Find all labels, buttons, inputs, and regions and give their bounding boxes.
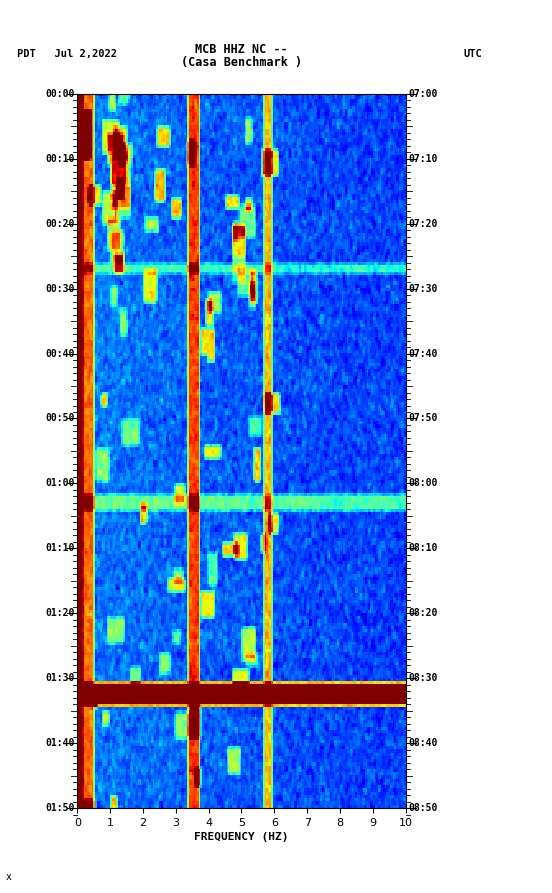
Text: 08:00: 08:00 — [408, 479, 438, 488]
Text: 01:30: 01:30 — [45, 673, 75, 683]
Text: 00:50: 00:50 — [45, 413, 75, 423]
Text: PDT   Jul 2,2022: PDT Jul 2,2022 — [17, 48, 116, 59]
Text: UTC: UTC — [464, 48, 482, 59]
Text: 00:00: 00:00 — [45, 88, 75, 99]
Text: 07:10: 07:10 — [408, 154, 438, 163]
Text: 08:40: 08:40 — [408, 739, 438, 748]
X-axis label: FREQUENCY (HZ): FREQUENCY (HZ) — [194, 832, 289, 842]
Text: 00:40: 00:40 — [45, 348, 75, 359]
Text: 07:00: 07:00 — [408, 88, 438, 99]
Text: USGS: USGS — [24, 13, 54, 26]
Text: 08:50: 08:50 — [408, 803, 438, 814]
Text: 07:20: 07:20 — [408, 219, 438, 229]
Text: 00:10: 00:10 — [45, 154, 75, 163]
Text: 01:50: 01:50 — [45, 803, 75, 814]
Polygon shape — [6, 4, 19, 36]
Text: 01:20: 01:20 — [45, 608, 75, 618]
Text: 01:10: 01:10 — [45, 543, 75, 554]
Text: 01:40: 01:40 — [45, 739, 75, 748]
Text: 01:00: 01:00 — [45, 479, 75, 488]
Text: 00:30: 00:30 — [45, 284, 75, 294]
Text: 08:30: 08:30 — [408, 673, 438, 683]
Text: MCB HHZ NC --: MCB HHZ NC -- — [195, 43, 288, 55]
Text: 07:50: 07:50 — [408, 413, 438, 423]
Text: 00:20: 00:20 — [45, 219, 75, 229]
Text: 08:10: 08:10 — [408, 543, 438, 554]
Text: 07:30: 07:30 — [408, 284, 438, 294]
Text: (Casa Benchmark ): (Casa Benchmark ) — [181, 56, 302, 69]
Text: 07:40: 07:40 — [408, 348, 438, 359]
Text: 08:20: 08:20 — [408, 608, 438, 618]
Text: x: x — [6, 872, 12, 882]
